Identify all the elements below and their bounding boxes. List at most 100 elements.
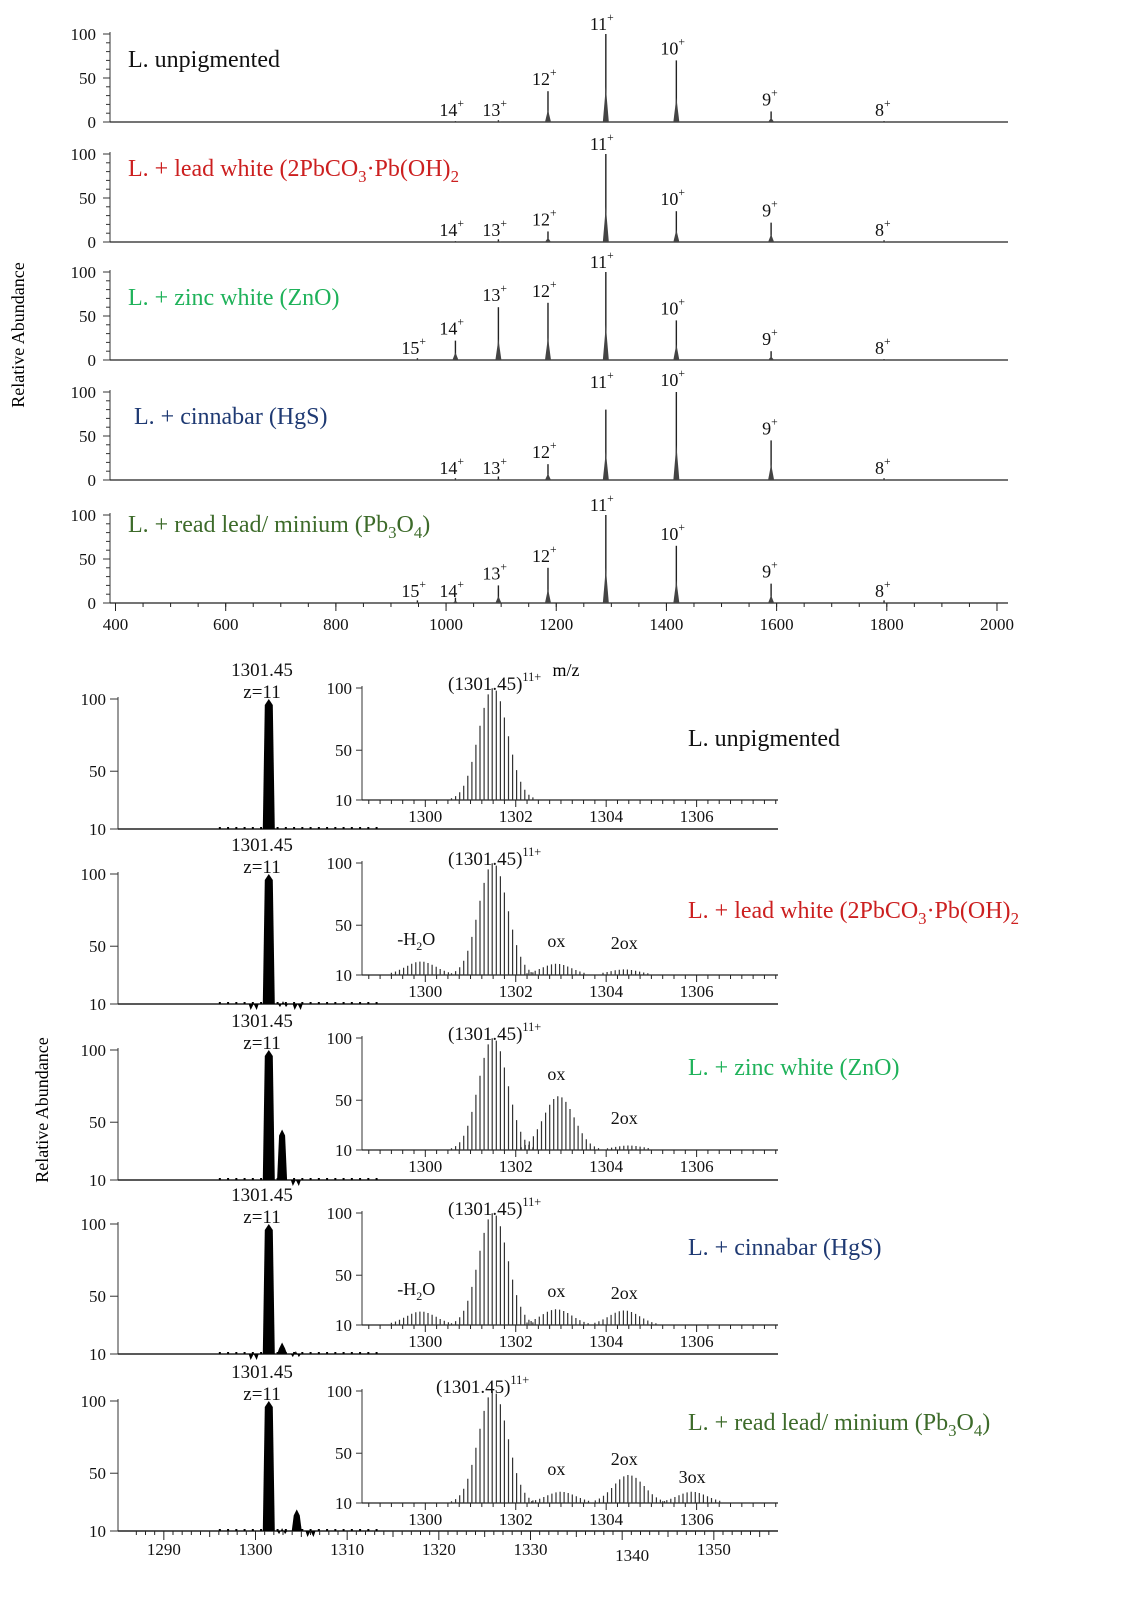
x-tick-label: 1290 — [147, 1540, 181, 1559]
inset-panel: 10 50 100 1300 1302 1304 1306 (1301.45)11+ -H2O o… — [327, 845, 778, 1001]
noise — [309, 1529, 312, 1531]
noise — [342, 1178, 345, 1180]
bottom-y-axis-label: Relative Abundance — [32, 1037, 52, 1182]
zoom-peak — [248, 1004, 259, 1010]
noise — [375, 1529, 378, 1531]
noise — [342, 1002, 345, 1004]
annotation-label: 2ox — [611, 1449, 638, 1469]
noise — [268, 1178, 271, 1180]
inset-x-tick-label: 1300 — [408, 982, 442, 1001]
zoom-spectrum-panel: 10 50 100 1301.45z=11 — [81, 660, 778, 839]
y-tick-label: 100 — [81, 690, 107, 709]
charge-state-label: 10+ — [660, 35, 685, 58]
noise — [227, 1352, 230, 1354]
charge-state-label: 13+ — [482, 282, 507, 305]
noise — [268, 1002, 271, 1004]
charge-state-label: 8+ — [875, 335, 891, 358]
peak-mz-label: 1301.45 — [231, 1362, 293, 1383]
peak-charge-label: z=11 — [243, 1384, 280, 1405]
sample-label: L. + zinc white (ZnO) — [688, 1055, 899, 1081]
inset-x-tick-label: 1304 — [589, 1510, 624, 1529]
noise — [293, 827, 296, 829]
charge-state-label: 14+ — [439, 97, 464, 120]
inset-y-tick-label: 50 — [335, 1444, 352, 1463]
charge-state-label: 9+ — [762, 415, 778, 438]
noise — [326, 1529, 329, 1531]
noise — [284, 827, 287, 829]
isotope-envelope — [450, 688, 534, 800]
zoom-peak — [262, 1401, 275, 1531]
noise — [342, 1352, 345, 1354]
y-tick-label: 0 — [88, 113, 97, 132]
noise — [334, 827, 337, 829]
noise — [334, 1352, 337, 1354]
annotation-label: ox — [547, 1459, 565, 1479]
inset-x-tick-label: 1304 — [589, 1157, 624, 1176]
noise — [375, 1352, 378, 1354]
inset-y-tick-label: 100 — [327, 679, 353, 698]
y-tick-label: 50 — [79, 69, 96, 88]
annotation-label: 2ox — [611, 1283, 638, 1303]
peak-base — [495, 240, 502, 242]
noise — [260, 1529, 263, 1531]
noise — [367, 1178, 370, 1180]
noise — [227, 827, 230, 829]
charge-state-label: 10+ — [660, 521, 685, 544]
peak-base — [544, 237, 551, 242]
charge-state-label: 10+ — [660, 186, 685, 209]
charge-state-label: 14+ — [439, 217, 464, 240]
noise — [260, 1178, 263, 1180]
peak-base — [768, 356, 775, 360]
noise — [293, 1352, 296, 1354]
isotope-envelope — [526, 1309, 589, 1325]
noise — [268, 827, 271, 829]
ion-label: (1301.45)11+ — [448, 1195, 541, 1220]
isotope-envelope — [390, 1311, 449, 1325]
peak-base — [768, 595, 775, 603]
zoom-peak — [291, 1509, 302, 1531]
noise — [326, 827, 329, 829]
charge-state-label: 13+ — [482, 97, 507, 120]
isotope-envelope — [450, 1391, 534, 1503]
full-spectrum-panel: 0 50 100 14+ 13+ 12+ 11+ 10+ 9+ 8+ L. unpigmented — [71, 11, 1008, 132]
peak-base — [602, 324, 609, 360]
inset-panel: 10 50 100 1300 1302 1304 1306 (1301.45)11+ -H2O o… — [327, 1195, 778, 1351]
inset-y-tick-label: 10 — [335, 1141, 352, 1160]
inset-x-tick-label: 1306 — [680, 1332, 714, 1351]
noise — [218, 1178, 221, 1180]
inset-x-tick-label: 1304 — [589, 982, 624, 1001]
peak-base — [544, 109, 551, 122]
y-tick-label: 50 — [79, 550, 96, 569]
y-tick-label: 100 — [81, 1392, 107, 1411]
annotation-label: ox — [547, 1064, 565, 1084]
charge-state-label: 14+ — [439, 455, 464, 478]
noise — [235, 827, 238, 829]
x-tick-label: 1320 — [422, 1540, 456, 1559]
noise — [276, 1002, 279, 1004]
y-tick-label: 0 — [88, 471, 97, 490]
x-tick-label: 1340 — [615, 1546, 649, 1565]
charge-state-label: 13+ — [482, 217, 507, 240]
peak-charge-label: z=11 — [243, 1207, 280, 1228]
isotope-envelope — [594, 1475, 666, 1503]
charge-state-label: 9+ — [762, 86, 778, 109]
inset-x-tick-label: 1300 — [408, 1510, 442, 1529]
annotation-label: 2ox — [611, 1108, 638, 1128]
inset-y-tick-label: 100 — [327, 854, 353, 873]
noise — [317, 1352, 320, 1354]
noise — [227, 1002, 230, 1004]
zoom-peak — [248, 1354, 259, 1360]
noise — [227, 1529, 230, 1531]
inset-x-tick-label: 1306 — [680, 1157, 714, 1176]
charge-state-label: 12+ — [532, 66, 557, 89]
noise — [309, 1002, 312, 1004]
charge-state-label: 10+ — [660, 295, 685, 318]
y-tick-label: 10 — [89, 1345, 106, 1364]
x-tick-label: 1200 — [539, 615, 573, 634]
x-tick-label: 2000 — [980, 615, 1014, 634]
noise — [276, 1178, 279, 1180]
peak-charge-label: z=11 — [243, 682, 280, 703]
noise — [326, 1352, 329, 1354]
